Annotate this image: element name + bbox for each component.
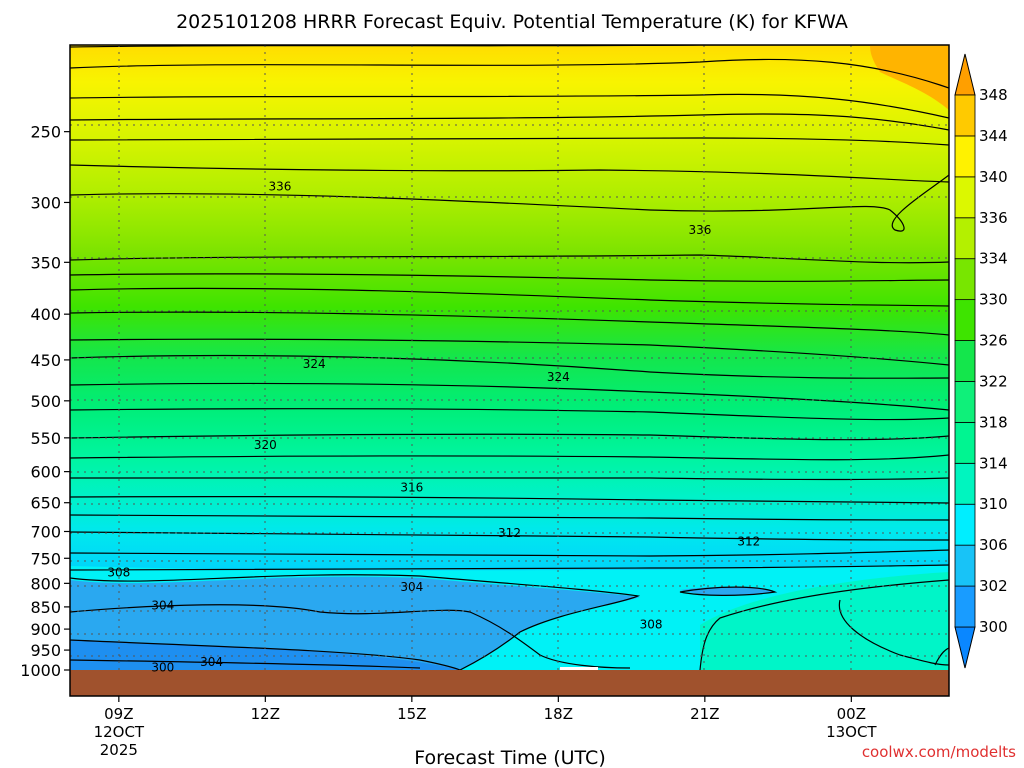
contour-label: 308 [640, 617, 663, 631]
contour-label: 320 [254, 438, 277, 452]
colorbar-tick-label: 348 [979, 86, 1008, 104]
colorbar-tick-label: 334 [979, 250, 1008, 268]
pressure-tick-label: 750 [30, 549, 61, 568]
colorbar-tick-label: 340 [979, 168, 1008, 186]
pressure-tick-label: 400 [30, 305, 61, 324]
colorbar-upper-arrow [954, 53, 976, 96]
colorbar-swatch [954, 462, 976, 505]
surface-gap [560, 667, 598, 670]
plot-frame [69, 44, 950, 697]
colorbar-swatch [954, 258, 976, 301]
contour-label: 308 [107, 566, 130, 580]
time-tick-label: 15Z [397, 705, 426, 723]
contour-label: 324 [547, 370, 570, 384]
colorbar-tick-label: 326 [979, 332, 1008, 350]
colorbar-swatch [954, 176, 976, 219]
credit-link[interactable]: coolwx.com/modelts [862, 743, 1016, 761]
contour-label: 312 [498, 526, 521, 540]
chart-title: 2025101208 HRRR Forecast Equiv. Potentia… [176, 11, 848, 33]
contour-label: 304 [151, 599, 174, 613]
colorbar-tick-label: 302 [979, 577, 1008, 595]
plot-area [70, 45, 949, 670]
contour-label: 324 [303, 357, 326, 371]
contour-label: 336 [688, 223, 711, 237]
colorbar-swatch [954, 544, 976, 587]
pressure-tick-label: 800 [30, 574, 61, 593]
time-tick-label: 21Z [690, 705, 719, 723]
time-tick-label: 12Z [251, 705, 280, 723]
colorbar-tick-label: 306 [979, 536, 1008, 554]
ground-below-surface [70, 670, 949, 696]
colorbar-swatch [954, 381, 976, 423]
x-axis-label: Forecast Time (UTC) [414, 747, 605, 768]
theta-e-field [70, 45, 949, 670]
contour-label: 300 [151, 660, 174, 674]
pressure-axis: 250 300 350 400 450 500 550 600 650 700 750 800 850 9… [20, 123, 70, 680]
pressure-tick-label: 550 [30, 429, 61, 448]
colorbar-swatch [954, 585, 976, 628]
colorbar-swatch [954, 217, 976, 260]
colorbar-tick-label: 300 [979, 618, 1008, 636]
pressure-tick-label: 700 [30, 522, 61, 541]
pressure-tick-label: 350 [30, 253, 61, 272]
pressure-tick-label: 250 [30, 123, 61, 142]
pressure-tick-label: 950 [30, 641, 61, 660]
colorbar: 300 302 306 310 314 318 322 326 330 334 336 340 344 3… [954, 53, 1008, 669]
contour-labels: 336 336 324 324 320 316 312 312 308 304 304 308 304 3… [107, 180, 760, 675]
pressure-tick-label: 1000 [20, 661, 61, 680]
time-date-label: 13OCT [826, 723, 877, 741]
pressure-tick-label: 600 [30, 463, 61, 482]
pressure-tick-label: 300 [30, 193, 61, 212]
pressure-tick-label: 450 [30, 351, 61, 370]
colorbar-tick-label: 314 [979, 454, 1008, 472]
colorbar-swatch [954, 421, 976, 464]
time-date-label: 12OCT [94, 723, 145, 741]
pressure-tick-label: 850 [30, 598, 61, 617]
colorbar-tick-label: 330 [979, 291, 1008, 309]
contour-label: 304 [400, 580, 423, 594]
contour-label: 312 [737, 534, 760, 548]
pressure-tick-label: 650 [30, 494, 61, 513]
contour-label: 304 [200, 655, 223, 669]
contour-label: 316 [400, 480, 423, 494]
contour-label: 336 [269, 180, 292, 194]
colorbar-swatch [954, 340, 976, 382]
colorbar-tick-label: 336 [979, 209, 1008, 227]
colorbar-swatch [954, 503, 976, 546]
colorbar-tick-label: 344 [979, 127, 1008, 145]
time-tick-label: 18Z [544, 705, 573, 723]
colorbar-swatch [954, 94, 976, 137]
colorbar-tick-label: 318 [979, 413, 1008, 431]
time-tick-label: 00Z [837, 705, 866, 723]
colorbar-swatch [954, 299, 976, 341]
colorbar-tick-label: 322 [979, 372, 1008, 390]
colorbar-tick-label: 310 [979, 495, 1008, 513]
colorbar-swatch [954, 135, 976, 178]
pressure-tick-label: 900 [30, 620, 61, 639]
time-year-label: 2025 [100, 741, 138, 759]
pressure-tick-label: 500 [30, 392, 61, 411]
time-tick-label: 09Z [104, 705, 133, 723]
high-theta-e-region [870, 45, 949, 110]
warm-moist-region [700, 572, 949, 670]
colorbar-lower-arrow [954, 626, 976, 669]
